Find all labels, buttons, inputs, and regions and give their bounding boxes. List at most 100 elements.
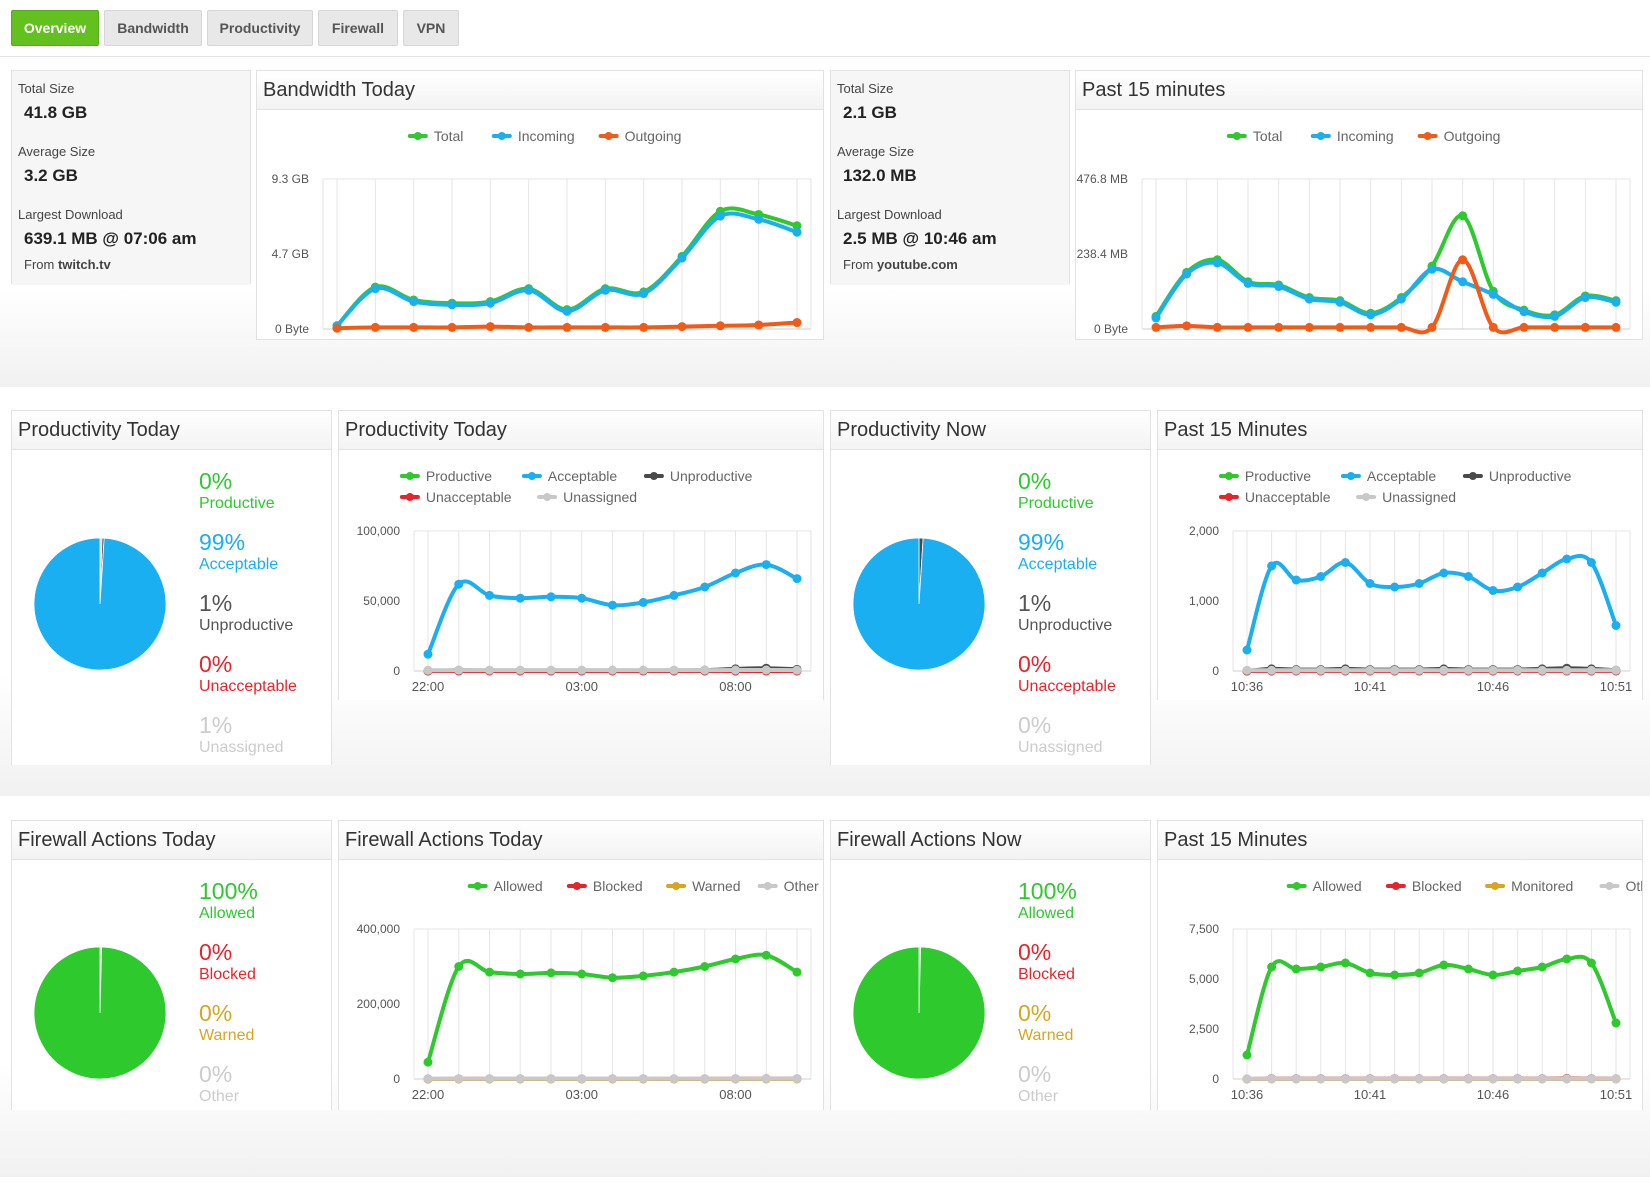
- tab-firewall[interactable]: Firewall: [318, 10, 398, 46]
- data-point: [715, 211, 725, 221]
- allowed-percent: 100%: [199, 878, 258, 904]
- unproductive-percent: 1%: [199, 590, 233, 616]
- data-point: [515, 665, 525, 675]
- y-tick-label: 0: [393, 664, 400, 678]
- tab-vpn[interactable]: VPN: [403, 10, 459, 46]
- tab-bandwidth[interactable]: Bandwidth: [104, 10, 202, 46]
- y-tick-label: 238.4 MB: [1077, 247, 1128, 261]
- y-tick-label: 0: [1212, 664, 1219, 678]
- data-point: [792, 967, 802, 977]
- tab-overview[interactable]: Overview: [11, 10, 99, 46]
- series-line: [1245, 553, 1618, 651]
- largest-download-stat: Largest Download 2.5 MB @ 10:46 am From …: [831, 197, 1069, 285]
- firewall-today-panel: Firewall Actions Today Allowed Blocked War…: [338, 820, 824, 1110]
- data-point: [1488, 289, 1498, 299]
- data-point: [1439, 1074, 1449, 1084]
- data-point: [1414, 1074, 1424, 1084]
- series-outgoing: [1151, 255, 1621, 335]
- legend-marker: [1224, 493, 1233, 501]
- legend-label: Warned: [692, 878, 741, 894]
- data-point: [1586, 1074, 1596, 1084]
- data-point: [1537, 1074, 1547, 1084]
- productive-percent: 0%: [1018, 468, 1052, 494]
- legend-marker: [1292, 882, 1301, 890]
- tab-productivity[interactable]: Productivity: [207, 10, 313, 46]
- y-tick-label: 0 Byte: [275, 322, 309, 336]
- x-tick-label: 22:00: [412, 1087, 445, 1102]
- x-tick-label: 10:51: [1600, 679, 1633, 694]
- y-tick-label: 200,000: [357, 997, 401, 1011]
- panel-title: Productivity Today: [12, 411, 331, 450]
- data-point: [1316, 665, 1326, 675]
- data-point: [370, 322, 380, 332]
- bandwidth-now-stats: Total Size 2.1 GB Average Size 132.0 MB …: [830, 70, 1070, 285]
- data-point: [409, 322, 419, 332]
- largest-download-stat: Largest Download 639.1 MB @ 07:06 am Fro…: [12, 197, 250, 285]
- legend-marker: [1346, 472, 1355, 480]
- legend-marker: [405, 493, 414, 501]
- data-point: [669, 967, 679, 977]
- bandwidth-recent-panel: Past 15 minutes Total Incoming Outgoing 476…: [1075, 70, 1643, 340]
- average-size-label: Average Size: [18, 144, 96, 159]
- data-point: [792, 665, 802, 675]
- data-point: [639, 322, 649, 332]
- acceptable-label: Acceptable: [1018, 556, 1098, 573]
- warned-label: Warned: [199, 1027, 255, 1044]
- data-point: [1182, 269, 1192, 279]
- data-point: [409, 297, 419, 307]
- panel-title: Past 15 minutes: [1076, 71, 1642, 110]
- y-tick-label: 100,000: [357, 524, 401, 538]
- data-point: [639, 289, 649, 299]
- x-tick-label: 10:36: [1140, 337, 1173, 339]
- legend-label: Unproductive: [670, 468, 753, 484]
- data-point: [1550, 322, 1560, 332]
- data-point: [1390, 970, 1400, 980]
- panel-title: Past 15 Minutes: [1158, 821, 1642, 860]
- data-point: [485, 322, 495, 332]
- data-point: [1267, 962, 1277, 972]
- legend-marker: [1316, 132, 1325, 140]
- data-point: [1267, 1074, 1277, 1084]
- total-size-label: Total Size: [837, 81, 894, 96]
- data-point: [1488, 665, 1498, 675]
- firewall-today-pie-panel: Firewall Actions Today 100% Allowed 0% Bloc…: [11, 820, 332, 1110]
- y-tick-label: 400,000: [357, 922, 401, 936]
- data-point: [1458, 277, 1468, 287]
- data-point: [1274, 322, 1284, 332]
- legend-marker: [497, 132, 506, 140]
- legend-label: Acceptable: [548, 468, 617, 484]
- data-point: [524, 322, 534, 332]
- data-point: [677, 322, 687, 332]
- data-point: [1586, 558, 1596, 567]
- warned-percent: 0%: [1018, 1000, 1052, 1026]
- y-tick-label: 7,500: [1189, 922, 1219, 936]
- x-tick-label: 03:00: [565, 1087, 598, 1102]
- x-tick-label: 10:46: [1477, 679, 1510, 694]
- data-point: [1427, 264, 1437, 274]
- unproductive-percent: 1%: [1018, 590, 1052, 616]
- x-tick-label: 10:51: [1600, 1087, 1633, 1102]
- average-size-label: Average Size: [837, 144, 915, 159]
- data-point: [485, 967, 494, 977]
- data-point: [1580, 293, 1590, 303]
- allowed-label: Allowed: [199, 905, 256, 922]
- data-point: [677, 253, 687, 263]
- data-point: [1267, 665, 1277, 675]
- data-point: [454, 579, 464, 589]
- blocked-label: Blocked: [1018, 966, 1075, 983]
- x-tick-label: 10:51: [1600, 337, 1633, 339]
- data-point: [1390, 582, 1400, 592]
- y-tick-label: 4.7 GB: [272, 247, 309, 261]
- data-point: [1562, 1074, 1572, 1084]
- data-point: [1316, 1074, 1326, 1084]
- legend-label: Blocked: [593, 878, 643, 894]
- blocked-label: Blocked: [199, 966, 256, 983]
- unassigned-label: Unassigned: [1018, 739, 1103, 756]
- total-size-value: 41.8 GB: [24, 103, 88, 122]
- data-point: [638, 971, 648, 981]
- data-point: [1513, 582, 1523, 592]
- productivity-today-pie-panel: Productivity Today 0% Productive 99% Accept…: [11, 410, 332, 765]
- data-point: [1611, 621, 1621, 630]
- data-point: [1537, 665, 1547, 675]
- blocked-percent: 0%: [1018, 939, 1052, 965]
